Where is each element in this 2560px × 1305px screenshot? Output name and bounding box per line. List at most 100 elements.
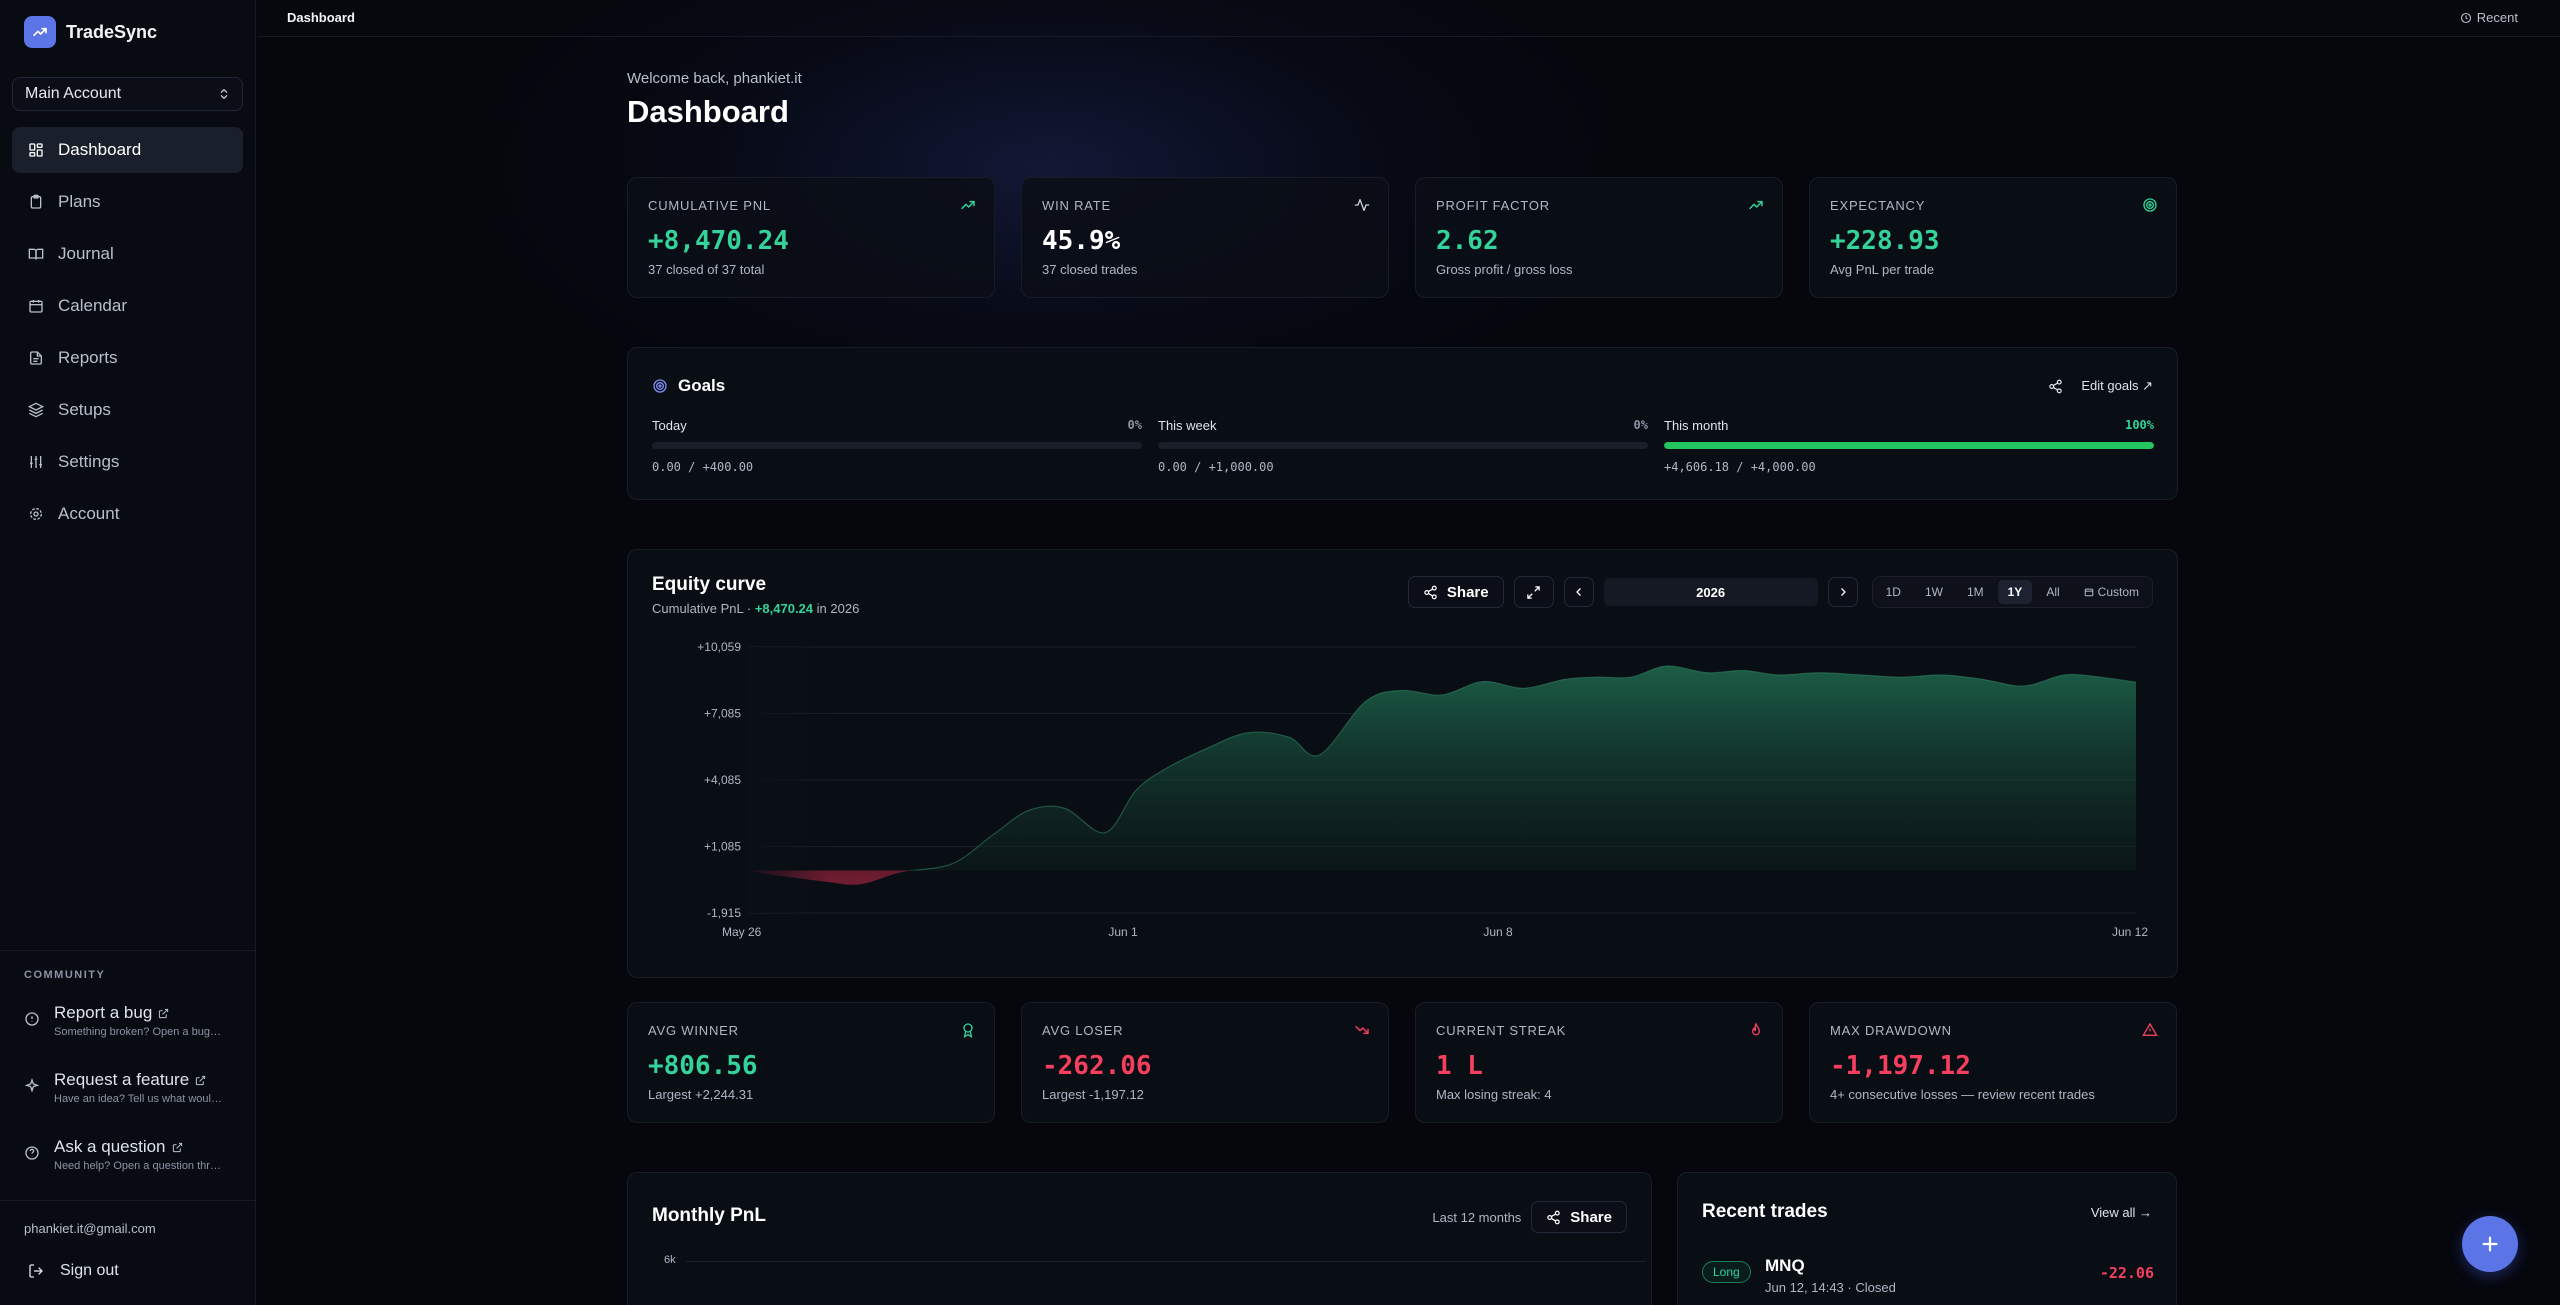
sidebar-item-label: Plans xyxy=(58,192,101,211)
sidebar-item-calendar[interactable]: Calendar xyxy=(12,283,243,329)
community-report-bug[interactable]: Report a bug Something broken? Open a bu… xyxy=(24,1003,224,1038)
monthly-controls: Last 12 months Share xyxy=(1432,1201,1627,1233)
share-label: Share xyxy=(1446,583,1489,601)
stat-value: 2.62 xyxy=(1436,226,1499,256)
flame-icon xyxy=(1751,1022,1761,1036)
sidebar-item-label: Account xyxy=(58,504,120,523)
sliders-icon xyxy=(30,456,42,468)
log-out-icon xyxy=(29,1264,43,1278)
stat-label: CUMULATIVE PNL xyxy=(648,198,771,213)
range-custom-label: Custom xyxy=(2097,585,2139,599)
welcome-text: Welcome back, phankiet.it xyxy=(627,70,802,87)
monthly-title: Monthly PnL xyxy=(652,1205,766,1226)
range-custom[interactable]: Custom xyxy=(2074,580,2149,604)
goal-progress-bar xyxy=(1158,442,1648,449)
stat-card-expectancy: EXPECTANCY +228.93 Avg PnL per trade xyxy=(1809,177,2177,298)
equity-chart: +10,059 +7,085 +4,085 +1,085 -1,915 May 26 Jun… xyxy=(697,640,2148,939)
stat-card-profit-factor: PROFIT FACTOR 2.62 Gross profit / gross … xyxy=(1415,177,1783,298)
community-title: COMMUNITY xyxy=(24,969,106,981)
community-ask-question[interactable]: Ask a question Need help? Open a questio… xyxy=(24,1137,224,1172)
sidebar-item-journal[interactable]: Journal xyxy=(12,231,243,277)
equity-controls: Share 2026 1D 1W 1M 1Y All Custom xyxy=(1407,576,2153,608)
monthly-pnl-card: Monthly PnL Last 12 months Share 6k xyxy=(627,1172,1652,1305)
view-all-link[interactable]: View all → xyxy=(2090,1205,2152,1220)
breadcrumb[interactable]: Dashboard xyxy=(287,10,355,25)
trending-up-logo-icon xyxy=(24,16,56,48)
monthly-y-tick: 6k xyxy=(664,1254,676,1266)
equity-share-button[interactable]: Share xyxy=(1407,576,1504,608)
recent-label: Recent xyxy=(2476,10,2518,25)
plus-icon xyxy=(2482,1236,2498,1252)
stat-card-avg-winner: AVG WINNER +806.56 Largest +2,244.31 xyxy=(627,1002,995,1123)
monthly-gridline xyxy=(686,1261,1646,1262)
sidebar-item-setups[interactable]: Setups xyxy=(12,387,243,433)
expand-button[interactable] xyxy=(1513,576,1554,608)
alert-circle-icon xyxy=(25,1012,39,1026)
stat-sub: Largest +2,244.31 xyxy=(648,1087,754,1102)
x-tick-label: Jun 1 xyxy=(1108,925,1138,939)
community-request-feature[interactable]: Request a feature Have an idea? Tell us … xyxy=(24,1070,224,1105)
trending-up-icon xyxy=(961,200,975,210)
trending-up-icon xyxy=(1749,200,1763,210)
layers-icon xyxy=(28,402,44,418)
divider xyxy=(0,1200,256,1201)
trending-down-icon xyxy=(1355,1025,1369,1035)
stat-sub: Avg PnL per trade xyxy=(1830,262,1935,277)
award-icon xyxy=(963,1023,973,1038)
book-icon xyxy=(28,248,44,260)
equity-title: Equity curve xyxy=(652,574,767,595)
sign-out-button[interactable]: Sign out xyxy=(28,1262,119,1280)
user-email: phankiet.it@gmail.com xyxy=(24,1221,156,1236)
stat-label: PROFIT FACTOR xyxy=(1436,198,1550,213)
expand-icon xyxy=(1527,585,1540,599)
stat-sub: Largest -1,197.12 xyxy=(1042,1087,1144,1102)
stat-card-cumulative-pnl: CUMULATIVE PNL +8,470.24 37 closed of 37… xyxy=(627,177,995,298)
sidebar-item-plans[interactable]: Plans xyxy=(12,179,243,225)
range-1y[interactable]: 1Y xyxy=(1997,580,2033,604)
sidebar-item-label: Settings xyxy=(58,452,120,471)
prev-year-button[interactable] xyxy=(1563,577,1594,607)
community-item-title: Ask a question xyxy=(54,1137,166,1156)
sidebar-item-dashboard[interactable]: Dashboard xyxy=(12,127,243,173)
sidebar-item-label: Dashboard xyxy=(58,140,142,159)
share-icon[interactable] xyxy=(2048,379,2063,394)
range-all[interactable]: All xyxy=(2046,585,2060,599)
goal-values: +4,606.18 / +4,000.00 xyxy=(1664,460,1816,474)
chevron-left-icon xyxy=(1575,588,1581,596)
range-1w[interactable]: 1W xyxy=(1924,585,1943,599)
stat-value: +8,470.24 xyxy=(648,226,789,256)
brand[interactable]: TradeSync xyxy=(24,16,157,48)
x-tick-label: Jun 8 xyxy=(1483,925,1513,939)
x-tick-label: May 26 xyxy=(722,925,762,939)
range-1m[interactable]: 1M xyxy=(1966,585,1984,599)
account-selector[interactable]: Main Account xyxy=(12,77,243,111)
stat-card-current-streak: CURRENT STREAK 1 L Max losing streak: 4 xyxy=(1415,1002,1783,1123)
sidebar-item-settings[interactable]: Settings xyxy=(12,439,243,485)
stat-value: +228.93 xyxy=(1830,226,1940,256)
trade-symbol: MNQ xyxy=(1765,1256,1805,1275)
sidebar-item-account[interactable]: Account xyxy=(12,491,243,537)
range-1d[interactable]: 1D xyxy=(1885,585,1901,599)
alert-triangle-icon xyxy=(2142,1022,2158,1036)
sidebar-item-label: Reports xyxy=(58,348,118,367)
community-item-title: Report a bug xyxy=(54,1003,153,1022)
equity-sub-value: +8,470.24 xyxy=(754,601,814,616)
goal-percent: 100% xyxy=(2125,418,2154,432)
sidebar-item-label: Calendar xyxy=(58,296,127,315)
stat-sub: Max losing streak: 4 xyxy=(1436,1087,1552,1102)
sidebar-nav: Dashboard Plans Journal Calendar Reports… xyxy=(12,127,243,543)
calendar-icon xyxy=(2084,588,2093,597)
recent-button[interactable]: Recent xyxy=(2460,10,2518,25)
add-trade-button[interactable] xyxy=(2462,1216,2518,1272)
scrollbar[interactable] xyxy=(2546,37,2560,1305)
goal-today: Today 0% 0.00 / +400.00 xyxy=(652,418,1142,474)
edit-goals-link[interactable]: Edit goals ↗ xyxy=(2081,378,2153,393)
external-link-icon xyxy=(159,1008,169,1018)
equity-area-positive xyxy=(912,666,2136,871)
clipboard-icon xyxy=(30,194,42,209)
stat-sub: 37 closed trades xyxy=(1042,262,1138,277)
monthly-share-button[interactable]: Share xyxy=(1531,1201,1627,1233)
next-year-button[interactable] xyxy=(1827,577,1858,607)
stat-sub: 4+ consecutive losses — review recent tr… xyxy=(1830,1087,2095,1102)
sidebar-item-reports[interactable]: Reports xyxy=(12,335,243,381)
